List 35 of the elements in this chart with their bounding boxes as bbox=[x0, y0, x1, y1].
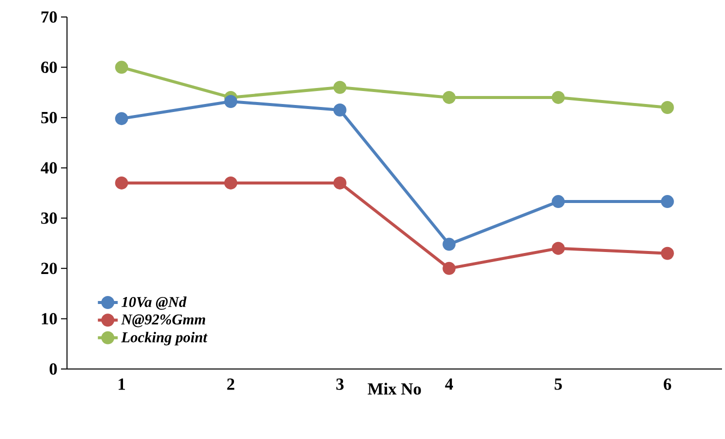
point bbox=[115, 176, 128, 190]
x-tick-label: 6 bbox=[664, 378, 672, 390]
point bbox=[115, 112, 128, 126]
y-tick-label: 10 bbox=[42, 313, 57, 324]
x-tick-label: 4 bbox=[445, 378, 454, 390]
y-tick-label: 70 bbox=[42, 11, 57, 23]
y-tick-label: 30 bbox=[41, 212, 57, 224]
point bbox=[333, 80, 346, 94]
point bbox=[333, 176, 346, 190]
point bbox=[442, 90, 456, 104]
point bbox=[224, 176, 238, 190]
y-tick-label: 20 bbox=[41, 262, 57, 274]
point bbox=[442, 262, 456, 275]
point bbox=[115, 60, 128, 74]
legend-label: Locking point bbox=[121, 332, 208, 346]
y-tick-label: 0 bbox=[50, 363, 57, 375]
point bbox=[552, 90, 565, 104]
x-axis-title: Mix No bbox=[368, 382, 421, 395]
y-tick-label: 60 bbox=[41, 62, 57, 74]
point bbox=[552, 242, 565, 255]
x-tick-label: 1 bbox=[118, 378, 125, 390]
point bbox=[333, 104, 346, 117]
point bbox=[552, 195, 565, 208]
y-tick-label: 40 bbox=[40, 162, 57, 174]
point bbox=[660, 246, 674, 260]
y-tick-label: 50 bbox=[41, 112, 57, 124]
legend-label: N@92%Gmm bbox=[121, 314, 206, 328]
point bbox=[660, 101, 674, 114]
point bbox=[660, 195, 674, 208]
point bbox=[442, 238, 456, 251]
x-tick-label: 2 bbox=[227, 378, 234, 390]
x-tick-label: 5 bbox=[554, 378, 562, 390]
point bbox=[224, 94, 238, 108]
x-tick-label: 3 bbox=[336, 378, 344, 390]
legend-label: 10Va @Nd bbox=[122, 296, 187, 310]
